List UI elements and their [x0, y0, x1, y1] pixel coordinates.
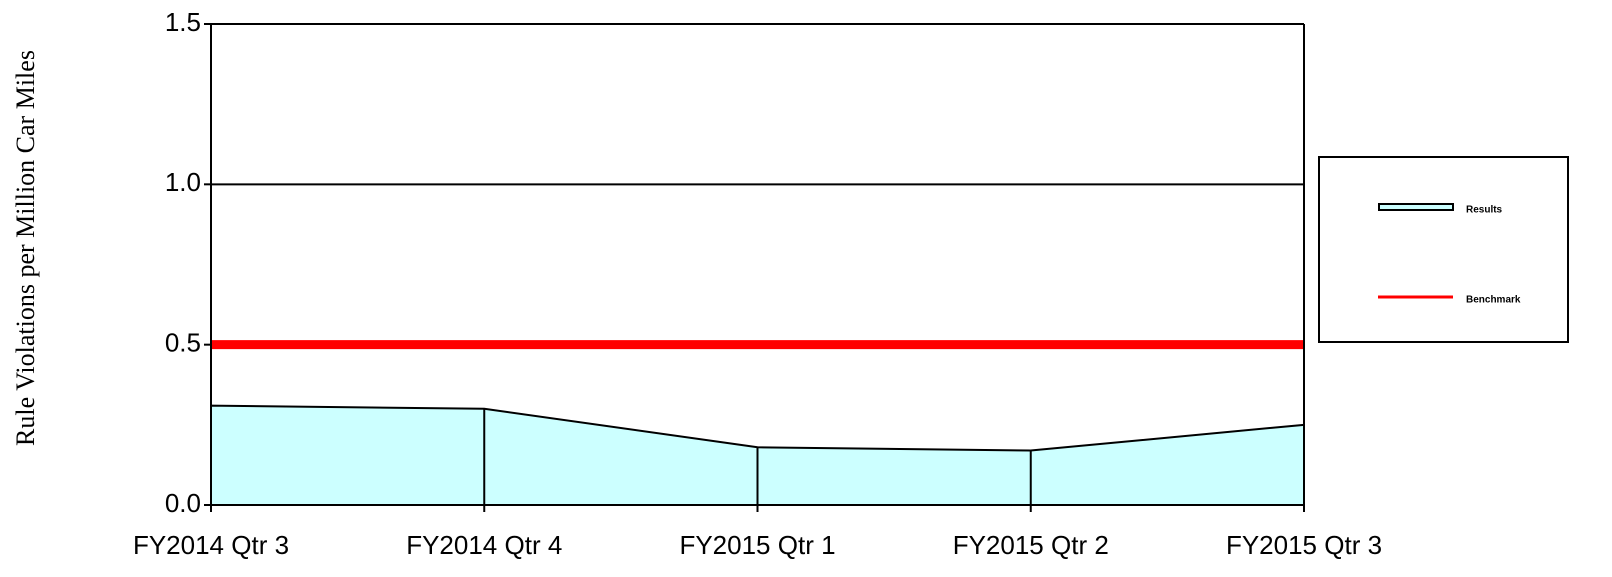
legend-label: Benchmark [1466, 295, 1521, 306]
legend-box [1318, 156, 1569, 343]
x-tick-label: FY2014 Qtr 3 [133, 530, 289, 560]
y-tick-label: 1.0 [165, 167, 201, 197]
y-tick-label: 0.0 [165, 488, 201, 518]
y-tick-label: 0.5 [165, 328, 201, 358]
x-tick-label: FY2015 Qtr 3 [1226, 530, 1382, 560]
y-tick-label: 1.5 [165, 7, 201, 37]
x-tick-label: FY2015 Qtr 2 [953, 530, 1109, 560]
legend-swatch [1378, 203, 1454, 211]
y-axis-title: Rule Violations per Million Car Miles [11, 50, 40, 446]
x-tick-label: FY2014 Qtr 4 [406, 530, 562, 560]
x-tick-label: FY2015 Qtr 1 [679, 530, 835, 560]
legend-label: Results [1466, 205, 1503, 216]
